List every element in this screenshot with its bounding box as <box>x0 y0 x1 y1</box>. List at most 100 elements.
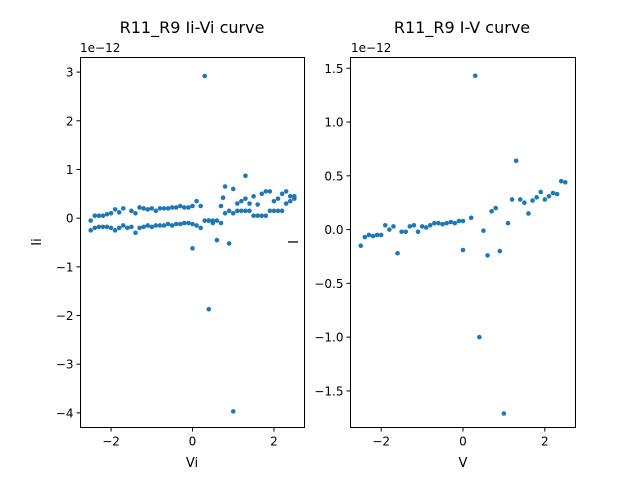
i-v-x-tick-label: 2 <box>541 435 549 449</box>
ii-vi-point-16 <box>153 223 159 228</box>
ii-vi-point-21 <box>173 221 179 227</box>
ii-vi-y-tick-label: −2 <box>56 309 74 323</box>
ii-vi-point-66 <box>153 208 159 214</box>
i-v-point-19 <box>436 220 441 226</box>
ii-vi-point-38 <box>243 208 248 214</box>
ii-vi-point-81 <box>214 237 220 243</box>
ii-vi-point-84 <box>226 241 232 246</box>
ii-vi-point-2 <box>96 224 102 230</box>
i-v-point-38 <box>513 158 519 164</box>
i-v-point-18 <box>432 220 437 226</box>
i-v-point-47 <box>550 190 556 196</box>
i-v-point-34 <box>497 248 503 254</box>
ii-vi-point-61 <box>133 210 138 216</box>
i-v-point-25 <box>460 218 466 224</box>
ii-vi-point-36 <box>235 208 240 214</box>
ii-vi-point-5 <box>108 225 114 231</box>
ii-vi-point-77 <box>198 203 203 209</box>
ii-vi-point-97 <box>279 191 285 197</box>
ii-vi-x-tick-label: 2 <box>270 435 278 449</box>
ii-vi-y-tick-label: −3 <box>56 358 74 372</box>
ii-vi-point-41 <box>255 213 260 219</box>
ii-vi-point-87 <box>239 198 244 204</box>
ii-vi-point-17 <box>157 223 163 228</box>
ii-vi-x-label: Vi <box>186 456 198 471</box>
ii-vi-point-19 <box>165 221 171 227</box>
ii-vi-point-64 <box>145 207 150 212</box>
ii-vi-point-35 <box>230 210 236 216</box>
i-v-y-offset: 1e−12 <box>351 41 391 55</box>
ii-vi-point-7 <box>116 225 122 231</box>
ii-vi-point-48 <box>283 201 289 206</box>
ii-vi-point-89 <box>247 201 252 206</box>
ii-vi-y-offset: 1e−12 <box>80 41 120 55</box>
ii-vi-point-14 <box>145 223 150 228</box>
i-v-point-35 <box>501 411 507 416</box>
ii-vi-point-53 <box>96 213 102 219</box>
i-v-point-14 <box>415 229 421 235</box>
ii-vi-point-49 <box>287 198 293 204</box>
i-v-y-tick-label: −1.0 <box>314 331 343 345</box>
ii-vi-point-95 <box>271 198 277 204</box>
i-v-point-10 <box>399 229 404 235</box>
ii-vi-point-98 <box>283 189 289 194</box>
i-v-point-48 <box>554 191 560 197</box>
i-v-point-17 <box>427 222 433 228</box>
ii-vi-point-92 <box>259 191 265 197</box>
ii-vi-y-label: Ii <box>30 238 45 245</box>
i-v-point-40 <box>522 200 527 205</box>
i-v-point-7 <box>387 227 392 232</box>
ii-vi-point-43 <box>263 213 269 219</box>
i-v-point-37 <box>509 197 515 202</box>
i-v-point-3 <box>370 233 376 239</box>
i-v-points <box>358 73 568 416</box>
i-v-point-46 <box>546 193 552 199</box>
i-v-point-22 <box>448 219 454 225</box>
ii-vi-point-58 <box>116 210 122 215</box>
ii-vi-point-54 <box>100 213 106 219</box>
ii-vi-point-85 <box>230 186 236 192</box>
ii-vi-point-79 <box>206 218 212 223</box>
ii-vi-point-6 <box>112 228 118 233</box>
ii-vi-point-80 <box>210 218 216 223</box>
ii-vi-point-13 <box>141 224 146 230</box>
ii-vi-point-63 <box>141 206 146 211</box>
ii-vi-point-91 <box>255 202 260 207</box>
ii-vi-point-33 <box>222 210 228 216</box>
ii-vi-point-55 <box>104 211 110 217</box>
ii-vi-point-71 <box>173 205 179 210</box>
ii-vi-point-37 <box>239 208 244 214</box>
ii-vi-point-22 <box>177 221 183 227</box>
i-v-point-33 <box>493 205 499 211</box>
ii-vi-point-75 <box>190 203 195 209</box>
i-v-point-12 <box>407 224 413 229</box>
ii-vi-y-tick-label: 2 <box>66 114 74 128</box>
i-v-point-26 <box>460 247 466 253</box>
i-v-point-6 <box>382 222 388 228</box>
i-v-x-tick-label: −2 <box>372 435 390 449</box>
ii-vi-point-70 <box>169 205 175 210</box>
ii-vi-point-56 <box>108 210 114 216</box>
i-v-x-label: V <box>459 456 468 471</box>
ii-vi-point-57 <box>112 207 118 212</box>
i-v-point-39 <box>517 197 523 202</box>
i-v-y-tick-label: 0.0 <box>324 223 343 237</box>
ii-vi-point-73 <box>182 205 187 210</box>
i-v-point-8 <box>391 224 396 229</box>
ii-vi-point-40 <box>251 213 256 219</box>
ii-vi-point-24 <box>186 220 191 226</box>
ii-vi-point-4 <box>104 224 110 230</box>
ii-vi-points <box>88 73 297 414</box>
ii-vi-point-46 <box>275 208 281 214</box>
ii-vi-point-20 <box>169 223 175 228</box>
i-v-point-15 <box>419 224 425 229</box>
ii-vi-point-9 <box>125 225 130 231</box>
i-v-point-1 <box>362 234 368 240</box>
ii-vi-point-102 <box>206 306 212 312</box>
ii-vi-point-3 <box>100 224 106 230</box>
i-v-x-ticks: −2 0 2 <box>372 427 549 449</box>
ii-vi-y-tick-label: 1 <box>66 163 74 177</box>
i-v-point-50 <box>562 179 568 185</box>
i-v-y-ticks: 1.5 1.0 0.5 0.0 −0.5 −1.0 −1.5 <box>314 62 351 398</box>
